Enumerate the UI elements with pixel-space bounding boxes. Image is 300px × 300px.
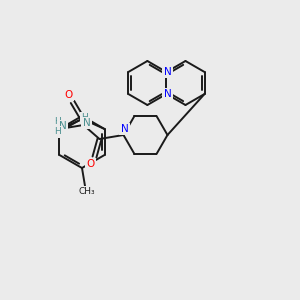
Text: N: N	[164, 89, 171, 99]
Text: O: O	[86, 159, 94, 169]
Text: N: N	[121, 124, 128, 134]
Text: N: N	[58, 121, 66, 131]
Text: O: O	[64, 90, 73, 100]
Text: H: H	[54, 128, 61, 136]
Text: N: N	[82, 118, 90, 128]
Text: CH₃: CH₃	[79, 188, 95, 196]
Text: H: H	[54, 118, 61, 127]
Text: H: H	[81, 113, 88, 122]
Text: N: N	[164, 67, 171, 77]
